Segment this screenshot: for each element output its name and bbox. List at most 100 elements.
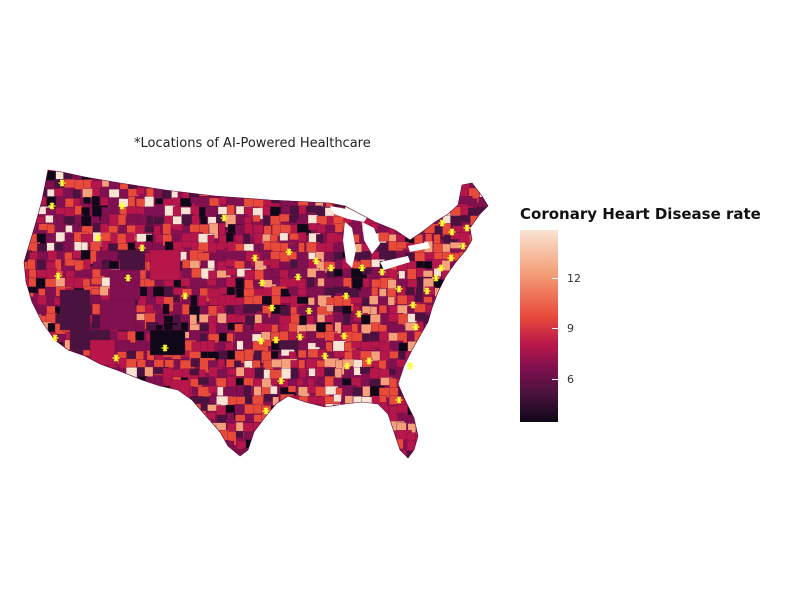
county-cell — [83, 458, 91, 466]
county-cell — [90, 459, 101, 471]
county-cell — [279, 331, 289, 342]
county-cell — [24, 216, 35, 225]
county-cell — [216, 249, 224, 257]
county-cell — [489, 196, 499, 204]
county-cell — [64, 387, 78, 395]
county-cell — [460, 360, 468, 377]
county-cell — [0, 430, 14, 437]
county-cell — [99, 369, 113, 380]
county-cell — [478, 215, 488, 223]
county-cell — [191, 170, 205, 183]
county-cell — [24, 180, 35, 191]
county-cell — [380, 441, 397, 451]
county-cell — [2, 323, 15, 330]
county-cell — [163, 430, 176, 438]
county-cell — [55, 420, 64, 436]
county-cell — [362, 431, 375, 441]
county-cell — [181, 458, 197, 472]
ai-healthcare-location-marker — [463, 224, 471, 232]
county-cell — [128, 449, 142, 458]
county-cell — [442, 466, 453, 481]
county-cell — [432, 367, 448, 376]
county-cell — [434, 376, 448, 386]
county-cell — [451, 421, 459, 437]
county-cell — [262, 439, 274, 454]
county-cell — [27, 394, 43, 405]
county-cell — [450, 441, 460, 452]
county-cell — [452, 277, 468, 288]
county-cell — [396, 197, 413, 210]
county-cell — [1, 414, 14, 428]
county-cell — [487, 448, 488, 458]
county-cell — [389, 368, 396, 376]
county-cell — [452, 359, 464, 374]
county-cell — [315, 432, 330, 445]
county-cell — [135, 396, 149, 411]
county-cell — [261, 422, 273, 430]
county-cell — [83, 259, 91, 271]
county-cell — [12, 441, 22, 451]
county-cell — [451, 305, 459, 322]
county-cell — [47, 385, 59, 400]
county-cell — [470, 339, 479, 356]
county-cell — [3, 387, 11, 397]
county-cell — [72, 189, 81, 200]
county-cell — [11, 368, 23, 382]
county-cell — [477, 277, 488, 289]
county-cell — [63, 240, 71, 252]
county-cell — [425, 323, 441, 340]
county-cell — [333, 459, 347, 465]
county-cell — [469, 384, 484, 396]
lake — [343, 222, 356, 268]
county-cell — [155, 180, 164, 188]
county-cell — [3, 305, 17, 314]
county-cell — [477, 250, 488, 264]
county-cell — [486, 287, 488, 298]
county-cell — [306, 440, 322, 455]
county-cell — [2, 342, 17, 354]
county-cell — [145, 396, 155, 408]
county-cell — [29, 322, 37, 337]
county-cell — [72, 223, 79, 233]
county-cell — [153, 402, 163, 416]
county-cell — [424, 378, 436, 395]
county-cell — [353, 188, 364, 196]
county-cell — [459, 377, 476, 386]
county-cell — [290, 313, 301, 324]
county-cell — [496, 334, 505, 346]
county-cell — [333, 394, 342, 403]
county-cell — [28, 170, 44, 181]
county-cell — [406, 440, 416, 451]
county-cell — [272, 440, 280, 454]
county-cell — [153, 386, 164, 403]
county-cell — [127, 395, 135, 406]
county-cell — [173, 170, 182, 181]
county-cell — [442, 180, 455, 190]
county-cell — [99, 170, 112, 173]
county-cell — [369, 448, 385, 456]
county-cell — [38, 331, 48, 344]
county-cell — [415, 449, 431, 458]
county-cell — [24, 306, 33, 323]
county-cell — [54, 394, 67, 408]
county-cell — [489, 386, 497, 398]
ai-healthcare-location-marker — [94, 234, 102, 242]
county-cell — [496, 296, 512, 304]
county-cell — [416, 467, 424, 474]
county-cell — [460, 261, 468, 271]
county-cell — [99, 299, 136, 331]
county-cell — [54, 430, 64, 444]
county-cell — [227, 396, 238, 406]
county-cell — [362, 440, 376, 450]
county-cell — [2, 448, 17, 461]
county-cell — [441, 422, 453, 435]
county-cell — [279, 457, 293, 458]
county-cell — [297, 403, 305, 418]
county-cell — [440, 197, 457, 205]
county-cell — [297, 449, 313, 457]
county-cell — [137, 448, 147, 458]
county-cell — [343, 469, 359, 477]
county-cell — [270, 350, 279, 359]
county-cell — [126, 377, 137, 391]
county-cell — [90, 414, 100, 431]
